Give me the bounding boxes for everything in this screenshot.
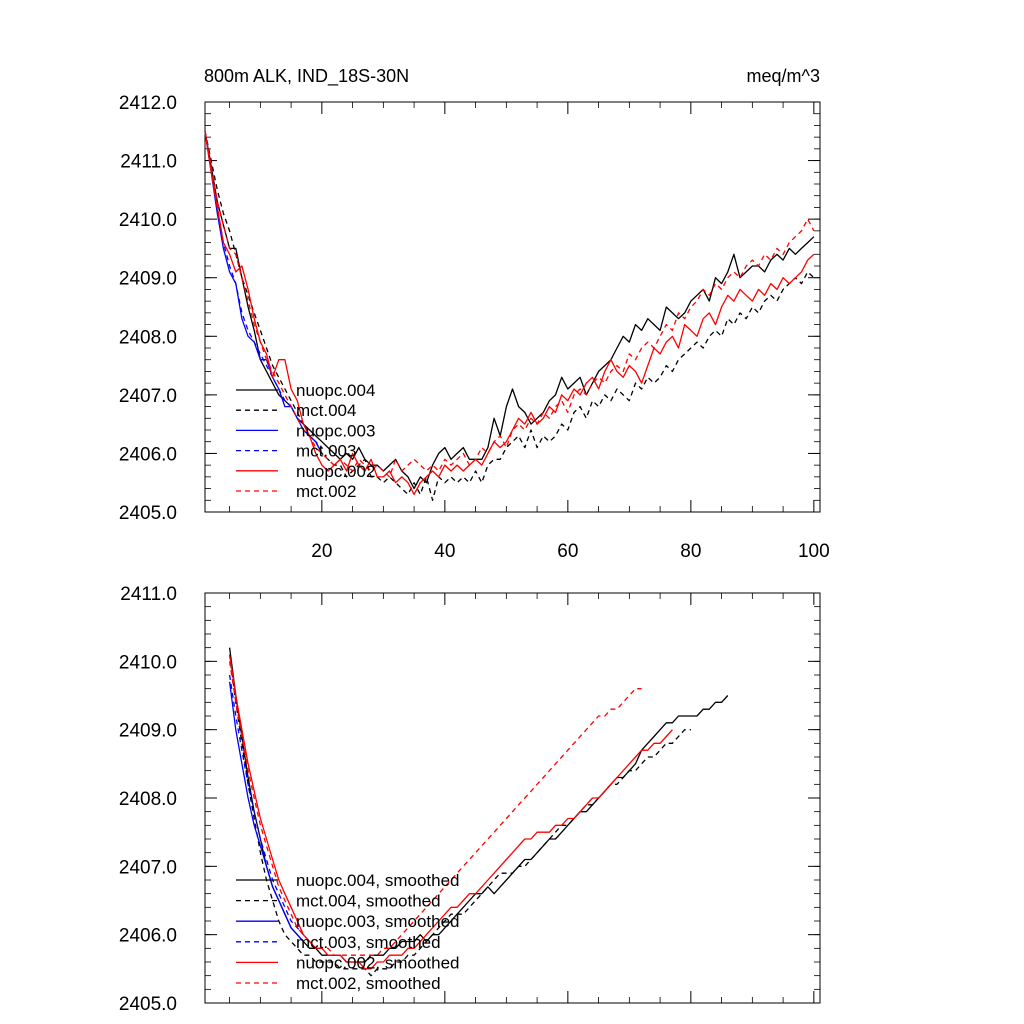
y-tick-label: 2405.0 — [119, 994, 177, 1015]
y-tick-label: 2410.0 — [119, 210, 177, 231]
series-line-nuopc-004-smoothed — [228, 647, 729, 963]
legend-label: nuopc.002 — [296, 462, 375, 481]
legend-label: nuopc.003 — [296, 421, 375, 440]
y-tick-label: 2406.0 — [119, 926, 177, 947]
y-tick-label: 2409.0 — [119, 721, 177, 742]
y-tick-label: 2409.0 — [119, 269, 177, 290]
legend-label: mct.003 — [296, 442, 356, 461]
legend-label: nuopc.004 — [296, 381, 375, 400]
series-line-mct-003 — [204, 131, 323, 449]
y-tick-label: 2405.0 — [119, 503, 177, 524]
legend-label: mct.004, smoothed — [296, 892, 441, 911]
series-line-mct-004-smoothed — [228, 654, 691, 977]
y-tick-label: 2411.0 — [120, 584, 177, 605]
top-panel: 800m ALK, IND_18S-30N meq/m^3 2405.0 2406… — [119, 66, 830, 562]
legend-label: nuopc.004, smoothed — [296, 871, 460, 890]
legend-label: mct.004 — [296, 401, 356, 420]
y-tick-label: 2407.0 — [119, 386, 177, 407]
legend-label: mct.002, smoothed — [296, 974, 441, 993]
x-tick-label: 20 — [311, 541, 332, 562]
y-tick-label: 2408.0 — [119, 789, 177, 810]
top-panel-title: 800m ALK, IND_18S-30N — [204, 66, 409, 87]
legend-label: mct.002 — [296, 482, 356, 501]
series-line-nuopc-002-smoothed — [228, 654, 673, 970]
y-tick-label: 2408.0 — [119, 327, 177, 348]
series-line-nuopc-004 — [204, 131, 815, 490]
legend-label: mct.003, smoothed — [296, 933, 441, 952]
series-line-mct-003-smoothed — [228, 674, 304, 936]
y-tick-label: 2406.0 — [119, 444, 177, 465]
x-tick-label: 100 — [798, 541, 830, 562]
top-panel-units: meq/m^3 — [747, 66, 820, 86]
legend-label: nuopc.003, smoothed — [296, 912, 460, 931]
bottom-panel: 2405.0 2406.0 2407.0 2408.0 2409.0 2410.0 2411… — [119, 584, 821, 1015]
series-line-nuopc-003-smoothed — [228, 681, 304, 942]
series-line-mct-002-smoothed — [228, 661, 642, 956]
series-line-nuopc-002 — [204, 131, 815, 496]
y-tick-label: 2407.0 — [119, 857, 177, 878]
x-tick-label: 40 — [434, 541, 455, 562]
y-tick-label: 2412.0 — [119, 93, 177, 114]
legend-label: nuopc.002, smoothed — [296, 953, 460, 972]
x-tick-label: 80 — [680, 541, 701, 562]
plot-frame — [204, 101, 821, 513]
x-tick-label: 60 — [557, 541, 578, 562]
y-tick-label: 2411.0 — [120, 152, 177, 173]
y-tick-label: 2410.0 — [119, 652, 177, 673]
